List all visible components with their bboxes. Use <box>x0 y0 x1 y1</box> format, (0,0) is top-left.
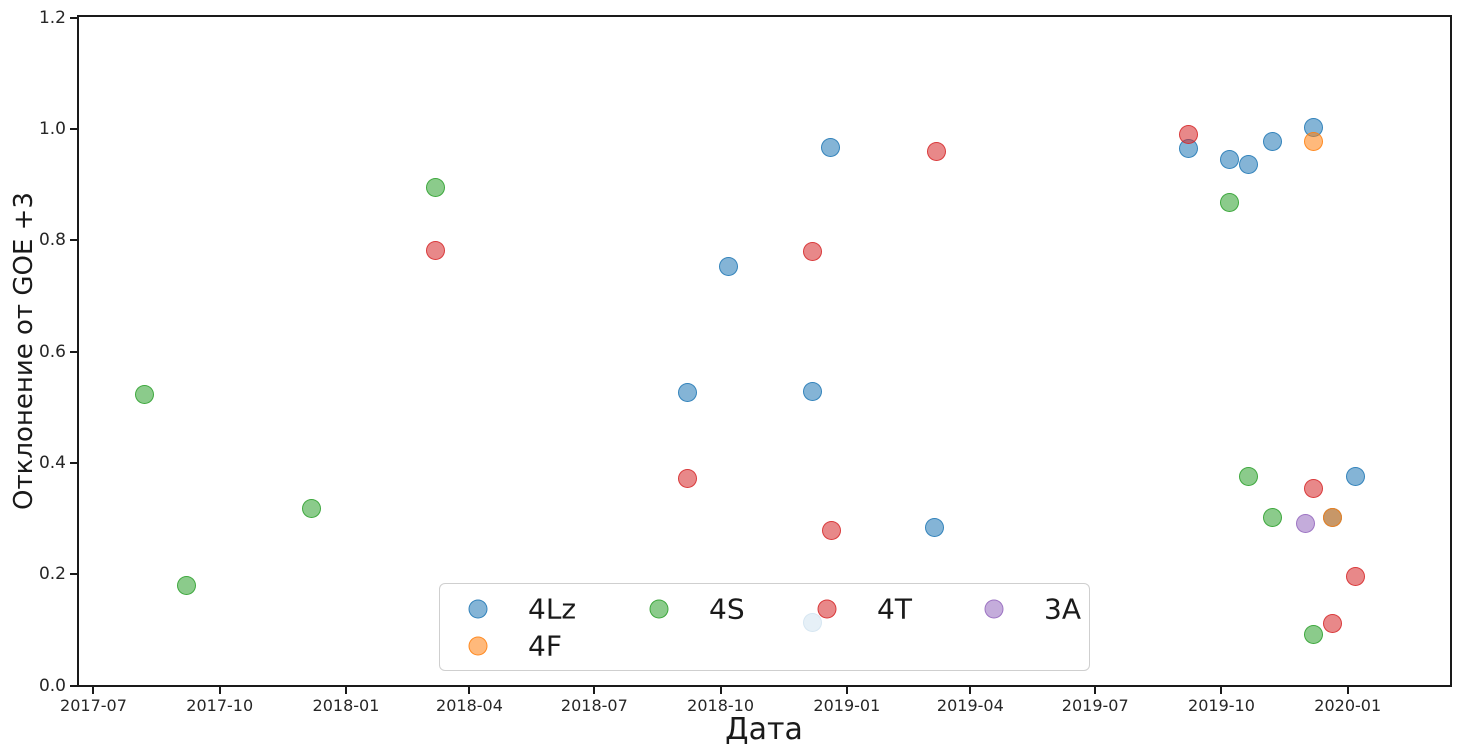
y-tick-mark-0.0 <box>70 684 77 687</box>
y-tick-label: 1.2 <box>38 7 66 28</box>
legend-label-4S: 4S <box>709 592 745 626</box>
data-point-4S <box>177 576 197 596</box>
data-point-4T <box>926 142 946 162</box>
x-tick-label: 2018-07 <box>560 696 628 715</box>
x-tick-label: 2019-07 <box>1061 696 1129 715</box>
data-point-4Lz <box>719 256 739 276</box>
legend-marker-3A <box>984 599 1004 619</box>
x-tick-label: 2018-04 <box>436 696 503 715</box>
y-tick-mark-0.2 <box>70 573 77 576</box>
y-tick-label: 1.0 <box>38 118 66 139</box>
legend-label-4Lz: 4Lz <box>528 592 577 626</box>
y-tick-mark-0.4 <box>70 461 77 464</box>
y-tick-label: 0.4 <box>38 452 66 473</box>
y-tick-label: 0.8 <box>38 230 66 251</box>
data-point-4S <box>1303 625 1323 645</box>
x-tick-label: 2019-01 <box>813 696 881 715</box>
data-point-4T <box>1346 566 1366 586</box>
legend-label-4T: 4T <box>877 592 912 626</box>
data-point-4Lz <box>1220 149 1240 169</box>
data-point-4T <box>803 242 823 262</box>
data-point-4S <box>425 177 445 197</box>
x-tick-mark-2017-10 <box>218 687 221 694</box>
y-axis-title: Отклонение от GOE +3 <box>9 192 39 510</box>
y-tick-mark-0.6 <box>70 350 77 353</box>
legend: 4Lz 4S 4T 3A 4F <box>439 583 1090 671</box>
x-tick-mark-2019-10 <box>1220 687 1223 694</box>
legend-marker-4S <box>649 599 669 619</box>
legend-label-3A: 3A <box>1044 592 1081 626</box>
data-point-4S <box>1239 467 1259 487</box>
x-tick-label: 2019-10 <box>1188 696 1255 715</box>
legend-label-4F: 4F <box>528 629 562 663</box>
data-point-4T <box>1303 479 1323 499</box>
x-tick-mark-2020-01 <box>1346 687 1349 694</box>
data-point-4Lz <box>925 518 945 538</box>
data-point-4Lz <box>678 383 698 403</box>
data-point-4T <box>1323 614 1343 634</box>
y-tick-label: 0.6 <box>38 341 66 362</box>
y-tick-label: 0.0 <box>38 675 66 696</box>
data-point-4S <box>134 385 154 405</box>
x-tick-mark-2018-04 <box>468 687 471 694</box>
data-point-4T <box>678 469 698 489</box>
data-point-4T <box>425 241 445 261</box>
x-tick-mark-2018-01 <box>344 687 347 694</box>
data-point-4F <box>1323 508 1343 528</box>
x-tick-mark-2019-04 <box>969 687 972 694</box>
data-point-4T <box>822 520 842 540</box>
x-tick-label: 2017-10 <box>186 696 254 715</box>
data-point-4T <box>1179 124 1199 144</box>
x-tick-mark-2018-07 <box>593 687 596 694</box>
legend-marker-4Lz <box>468 599 488 619</box>
data-point-4Lz <box>1239 154 1259 174</box>
x-tick-mark-2018-10 <box>719 687 722 694</box>
plot-area <box>77 15 1452 687</box>
data-point-4Lz <box>820 137 840 157</box>
y-tick-mark-0.8 <box>70 239 77 242</box>
data-point-4S <box>302 498 322 518</box>
x-tick-mark-2017-07 <box>92 687 95 694</box>
data-point-4F <box>1303 132 1323 152</box>
data-point-4Lz <box>803 382 823 402</box>
data-point-4S <box>1220 193 1240 213</box>
x-tick-mark-2019-01 <box>845 687 848 694</box>
legend-marker-4F <box>468 636 488 656</box>
x-axis-title: Дата <box>725 712 803 747</box>
x-tick-mark-2019-07 <box>1094 687 1097 694</box>
x-tick-label: 2020-01 <box>1314 696 1382 715</box>
data-point-3A <box>1295 514 1315 533</box>
y-tick-mark-1.2 <box>70 16 77 19</box>
y-tick-mark-1.0 <box>70 127 77 130</box>
y-tick-label: 0.2 <box>38 564 66 585</box>
x-tick-label: 2018-10 <box>687 696 755 715</box>
x-tick-label: 2018-01 <box>312 696 380 715</box>
x-tick-label: 2017-07 <box>60 696 127 715</box>
data-point-4S <box>1262 508 1282 528</box>
data-point-4Lz <box>1346 466 1366 486</box>
legend-marker-4T <box>817 599 837 619</box>
data-point-4Lz <box>1262 131 1282 151</box>
x-tick-label: 2019-04 <box>936 696 1004 715</box>
